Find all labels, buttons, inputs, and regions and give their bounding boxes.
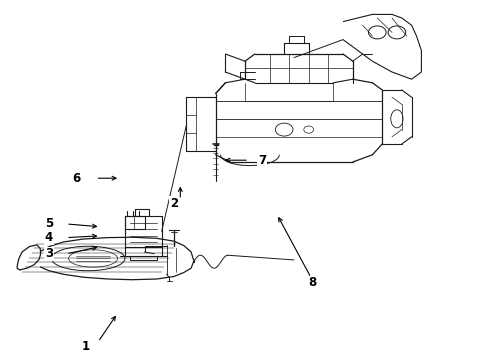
Text: 1: 1	[82, 340, 90, 353]
Text: 4: 4	[45, 231, 53, 244]
Text: 2: 2	[170, 197, 178, 210]
Text: 8: 8	[309, 276, 317, 289]
Text: 7: 7	[258, 154, 266, 167]
Text: 3: 3	[45, 247, 53, 260]
Text: 5: 5	[45, 217, 53, 230]
Text: 6: 6	[72, 172, 80, 185]
